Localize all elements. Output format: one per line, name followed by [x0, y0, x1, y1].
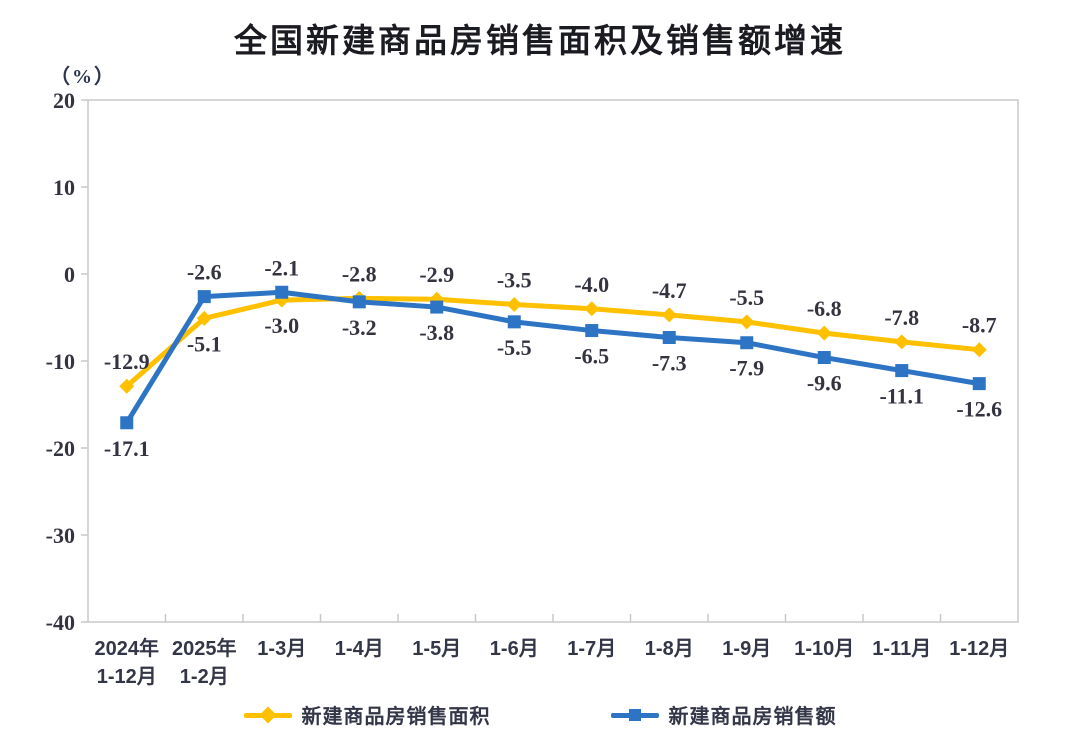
data-label: -7.3	[652, 351, 687, 376]
data-point-marker	[585, 324, 599, 338]
chart-title: 全国新建商品房销售面积及销售额增速	[234, 22, 846, 59]
data-label: -7.8	[884, 305, 919, 330]
x-category-label: 1-10月	[794, 638, 854, 660]
series-sales-area	[119, 290, 987, 394]
data-label: -4.0	[574, 272, 609, 297]
data-label: -3.8	[419, 320, 454, 345]
data-label: -3.2	[342, 315, 377, 340]
data-label: -6.8	[807, 296, 842, 321]
diamond-marker-icon	[259, 706, 276, 723]
plot-border	[87, 99, 1019, 623]
data-point-marker	[352, 295, 366, 309]
data-point-marker	[662, 331, 676, 345]
data-label: -12.9	[104, 349, 150, 374]
data-point-marker	[120, 416, 134, 430]
y-tick-label: 20	[53, 88, 75, 113]
data-point-marker	[971, 342, 987, 358]
y-tick-label: -20	[46, 436, 75, 461]
data-point-marker	[584, 301, 600, 317]
legend-line-square-swatch	[610, 708, 659, 722]
chart-legend: 新建商品房销售面积 新建商品房销售额	[0, 700, 1080, 729]
y-axis: 20 10 0 -10 -20 -30 -40	[46, 88, 88, 635]
x-category-label: 1-11月	[872, 638, 931, 660]
data-point-marker	[506, 296, 522, 312]
legend-label-sales-amount: 新建商品房销售额	[668, 706, 837, 728]
data-point-marker	[895, 364, 909, 378]
data-point-marker	[430, 300, 444, 314]
data-label: -3.5	[497, 267, 532, 292]
y-tick-label: -40	[46, 610, 75, 635]
data-labels: -17.1 -2.6 -2.1 -3.2 -3.8 -5.5 -6.5 -7.3 -7.9 -9.…	[104, 255, 1002, 461]
x-category-label: 1-7月	[567, 638, 616, 660]
legend-item-sales-amount: 新建商品房销售额	[610, 700, 837, 729]
data-label: -5.5	[729, 285, 764, 310]
legend-label-sales-area: 新建商品房销售面积	[301, 706, 491, 728]
data-point-marker	[972, 377, 986, 391]
data-label: -9.6	[807, 371, 842, 396]
data-label: -2.1	[264, 255, 299, 280]
data-label: -12.6	[956, 397, 1002, 422]
data-point-marker	[197, 290, 211, 304]
data-label: -11.1	[879, 384, 924, 409]
y-axis-unit-label: （%）	[50, 66, 116, 88]
data-label: -8.7	[962, 313, 997, 338]
data-point-marker	[894, 334, 910, 350]
data-point-marker	[119, 378, 135, 394]
legend-line-diamond-swatch	[243, 706, 292, 723]
x-category-label: 1-8月	[645, 638, 694, 660]
data-label: -7.9	[729, 356, 764, 381]
x-category-label: 1-12月	[949, 638, 1009, 660]
data-labels: -12.9 -5.1 -3.0 -2.8 -2.9 -3.5 -4.0 -4.7 -5.5 -6.…	[104, 261, 997, 374]
x-category-label: 1-3月	[257, 638, 306, 660]
data-label: -2.9	[419, 262, 454, 287]
data-label: -3.0	[264, 313, 299, 338]
data-point-marker	[816, 325, 832, 341]
series-line	[125, 295, 980, 389]
series-sales-amount	[120, 285, 986, 430]
data-point-marker	[739, 314, 755, 330]
x-category-label: 2025年 1-2月	[172, 636, 237, 688]
data-label: -5.1	[187, 331, 222, 356]
data-label: -5.5	[497, 335, 532, 360]
data-point-marker	[817, 351, 831, 365]
y-tick-label: -30	[46, 523, 75, 548]
data-point-marker	[196, 310, 212, 326]
y-tick-label: 0	[64, 262, 75, 287]
data-label: -17.1	[104, 436, 150, 461]
data-label: -4.7	[652, 278, 687, 303]
x-category-label: 1-9月	[722, 638, 771, 660]
y-tick-label: 10	[53, 175, 75, 200]
x-category-label: 1-5月	[412, 638, 461, 660]
data-point-marker	[661, 307, 677, 323]
x-category-label: 1-6月	[490, 638, 539, 660]
data-point-marker	[275, 285, 289, 299]
data-label: -2.8	[342, 261, 377, 286]
series-line	[124, 289, 980, 425]
legend-item-sales-area: 新建商品房销售面积	[243, 700, 491, 729]
data-point-marker	[507, 315, 521, 329]
x-category-label: 1-4月	[335, 638, 384, 660]
x-category-label: 2024年 1-12月	[95, 636, 160, 688]
data-point-marker	[740, 336, 754, 350]
y-tick-label: -10	[46, 349, 75, 374]
square-marker-icon	[628, 708, 641, 721]
data-label: -6.5	[574, 344, 609, 369]
data-label: -2.6	[187, 260, 222, 285]
